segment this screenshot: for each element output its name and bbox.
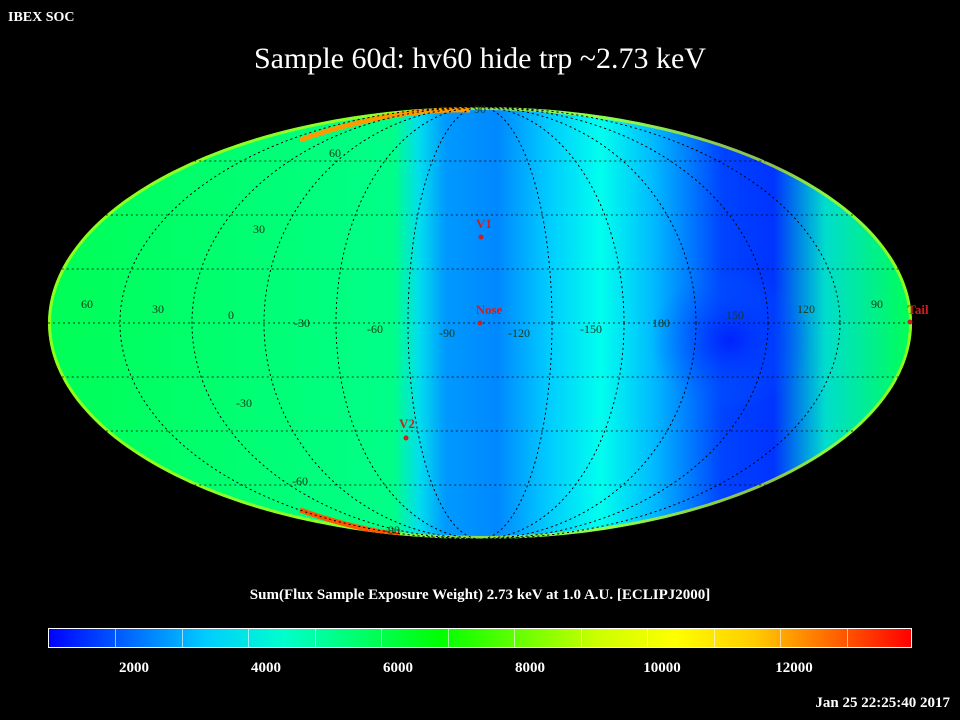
colorbar-tick-label: 8000 [515, 660, 545, 676]
longitude-label: -90 [439, 326, 455, 340]
latitude-label: 30 [253, 222, 265, 236]
colorbar-divider [580, 629, 582, 647]
sky-map: 90 60 30 -30 -60 -90 60 30 0 -30 -60 -90 -120 -150 18… [48, 102, 929, 539]
longitude-label: 30 [152, 302, 164, 316]
longitude-label: -60 [367, 322, 383, 336]
timestamp: Jan 25 22:25:40 2017 [815, 695, 950, 711]
longitude-label: -30 [294, 316, 310, 330]
latitude-label: -90 [384, 523, 400, 537]
marker-label-v1: V1 [476, 216, 492, 231]
longitude-label: 120 [797, 302, 815, 316]
latitude-label: -60 [292, 474, 308, 488]
longitude-label: 0 [228, 308, 234, 322]
colorbar-divider [514, 629, 516, 647]
colorbar-divider [647, 629, 649, 647]
meridian-line [263, 107, 697, 539]
colorbar-tick-label: 6000 [383, 660, 413, 676]
latitude-label: 60 [329, 146, 341, 160]
colorbar-divider [846, 629, 848, 647]
colorbar-tick-label: 10000 [643, 660, 681, 676]
longitude-label: 90 [871, 297, 883, 311]
colorbar-divider [381, 629, 383, 647]
marker-label-v2: V2 [399, 416, 415, 431]
source-label: IBEX SOC [8, 10, 75, 25]
colorbar-tick-label: 12000 [775, 660, 813, 676]
colorbar [48, 628, 912, 648]
map-title: Sample 60d: hv60 hide trp ~2.73 keV [253, 42, 706, 75]
longitude-label: -120 [508, 326, 530, 340]
latitude-label: 90 [474, 102, 486, 116]
colorbar-divider [447, 629, 449, 647]
colorbar-divider [115, 629, 117, 647]
latitude-labels: 90 60 30 -30 -60 -90 [236, 102, 486, 537]
marker-dot-v1 [478, 234, 484, 240]
colorbar-divider [713, 629, 715, 647]
latitude-label: -30 [236, 396, 252, 410]
colorbar-divider [314, 629, 316, 647]
colorbar-tick-label: 4000 [251, 660, 281, 676]
marker-label-tail: Tail [907, 302, 929, 317]
longitude-label: -150 [580, 322, 602, 336]
colorbar-divider [248, 629, 250, 647]
marker-dot-tail [907, 319, 913, 325]
longitude-label: 150 [726, 308, 744, 322]
markers: V1 Nose V2 Tail [399, 216, 929, 441]
longitude-labels: 60 30 0 -30 -60 -90 -120 -150 180 150 120 90 [81, 297, 883, 340]
marker-dot-nose [477, 320, 483, 326]
longitude-label: 60 [81, 297, 93, 311]
colorbar-divider [181, 629, 183, 647]
colorbar-tick-label: 2000 [119, 660, 149, 676]
marker-label-nose: Nose [476, 302, 503, 317]
marker-dot-v2 [403, 435, 409, 441]
longitude-label: 180 [652, 316, 670, 330]
colorbar-divider [780, 629, 782, 647]
colorbar-caption: Sum(Flux Sample Exposure Weight) 2.73 ke… [249, 587, 711, 603]
